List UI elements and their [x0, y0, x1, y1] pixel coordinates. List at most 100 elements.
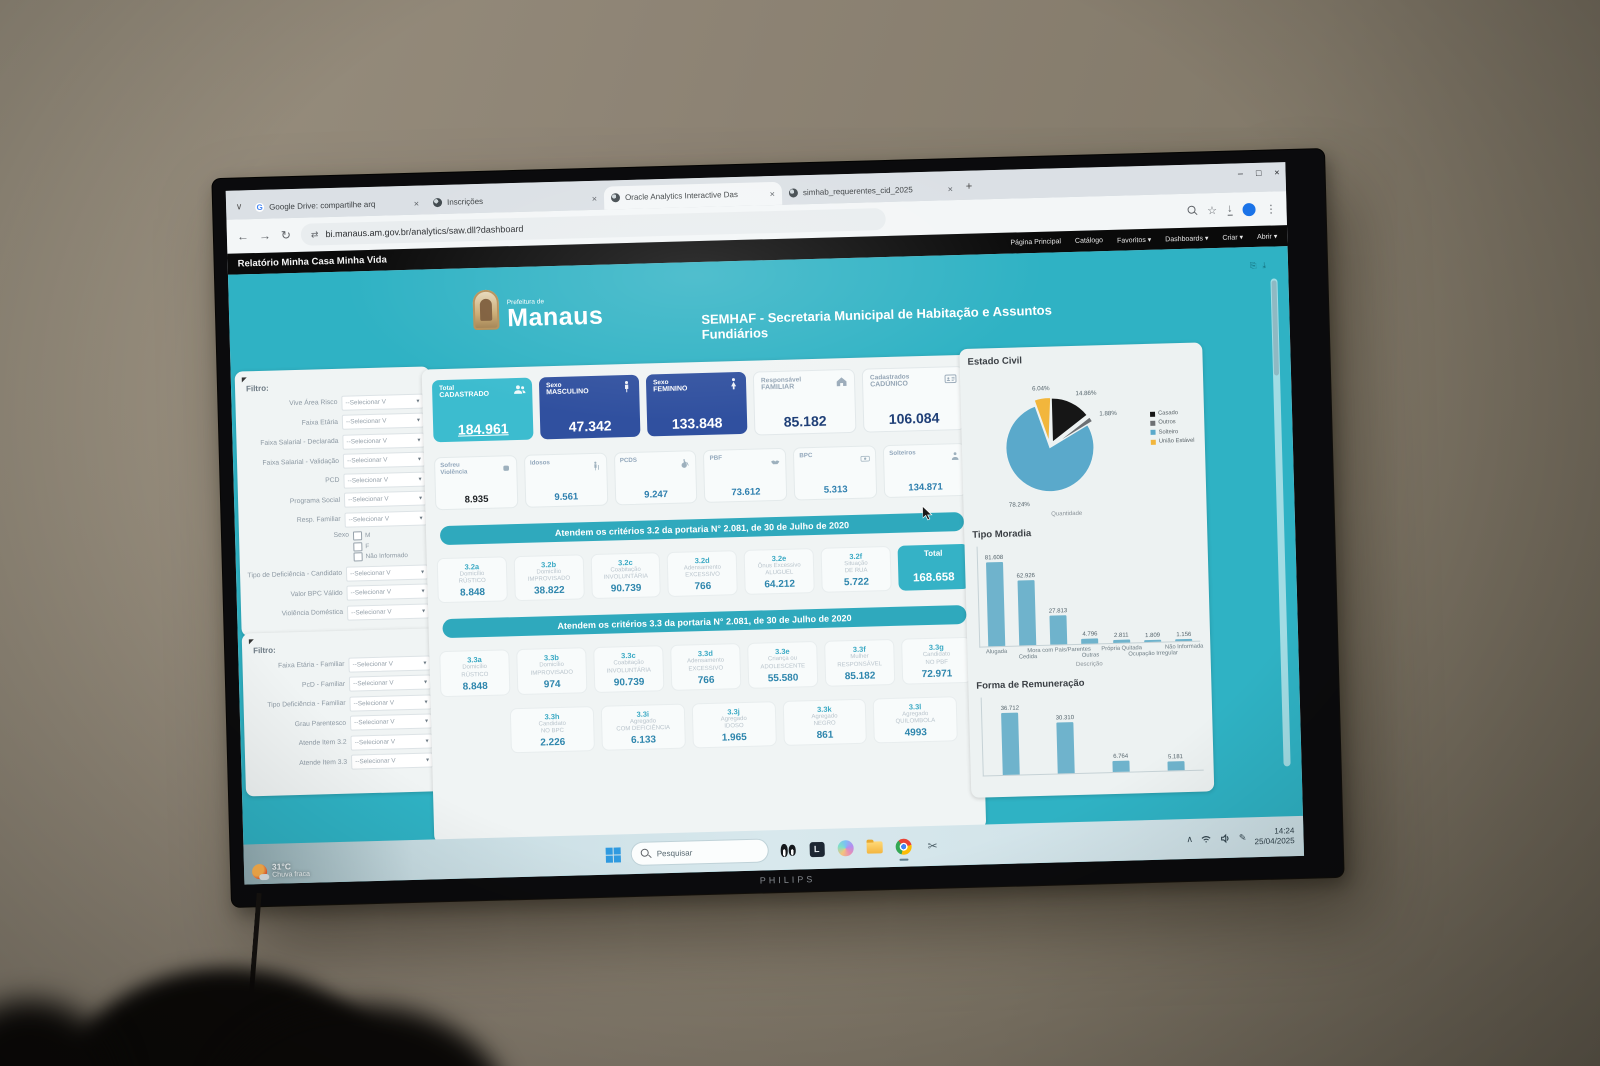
scrollbar-thumb[interactable] [1271, 280, 1280, 376]
app-icon-dark-l[interactable]: L [807, 840, 825, 858]
criteria-value: 38.822 [533, 585, 565, 597]
bookmark-star-icon[interactable]: ☆ [1207, 204, 1218, 217]
profile-avatar[interactable] [1242, 202, 1256, 216]
collapse-icon[interactable] [241, 377, 247, 383]
filter-row: Faixa Etária --Selecionar V ▾ [243, 412, 425, 433]
filter-rows: Vive Área Risco --Selecionar V ▾ Faixa Etár… [242, 393, 427, 530]
page-scrollbar[interactable] [1270, 278, 1291, 767]
taskbar-search[interactable]: Pesquisar [631, 839, 769, 866]
oracle-menu-item[interactable]: Criar ▾ [1222, 233, 1244, 242]
site-settings-icon[interactable]: ⇄ [310, 228, 319, 240]
bar-column: 5.181 [1151, 754, 1201, 771]
app-icon-snipping-tool[interactable]: ✂ [927, 838, 938, 854]
filter-select-dropdown[interactable]: --Selecionar V ▾ [342, 432, 425, 450]
tab-close-icon[interactable]: × [947, 183, 954, 194]
app-icon-copilot[interactable] [836, 839, 854, 857]
filter-select-dropdown[interactable]: --Selecionar V ▾ [341, 412, 425, 430]
tab-close-icon[interactable]: × [591, 193, 598, 204]
back-icon[interactable]: ← [236, 229, 250, 244]
bar-column: 4.796 Outras [1077, 631, 1104, 659]
reload-icon[interactable]: ↻ [280, 228, 292, 243]
filter-select-dropdown[interactable]: --Selecionar V ▾ [350, 752, 434, 770]
filter-row: Vive Área Risco --Selecionar V ▾ [242, 393, 424, 413]
male-icon [620, 380, 633, 393]
pen-icon[interactable]: ✎ [1238, 831, 1247, 843]
zoom-icon[interactable] [1187, 206, 1197, 216]
oracle-menu-item[interactable]: Catálogo [1074, 236, 1104, 245]
weather-widget[interactable]: 31°C Chuva fraca [251, 861, 310, 880]
collapse-icon[interactable] [248, 639, 254, 645]
bar-value-label: 27.813 [1048, 608, 1068, 616]
maximize-button[interactable]: □ [1255, 167, 1262, 178]
legend-label: Outros [1158, 419, 1176, 427]
browser-tab-2[interactable]: Inscrições × [426, 187, 605, 215]
filter-select-dropdown[interactable]: --Selecionar V ▾ [349, 693, 432, 712]
pie-slice-solteiro [1005, 405, 1095, 493]
elder-icon [591, 458, 601, 471]
browser-tab-4[interactable]: simhab_requerentes_cid_2025 × [782, 177, 961, 205]
filter-select-dropdown[interactable]: --Selecionar V ▾ [344, 510, 427, 528]
volume-icon[interactable] [1220, 832, 1231, 843]
filter-select-dropdown[interactable]: --Selecionar V ▾ [348, 654, 431, 673]
kebab-menu-icon[interactable]: ⋮ [1265, 202, 1277, 216]
tab-search-chevron-icon[interactable]: ∨ [235, 200, 243, 212]
filter-title: Filtro: [253, 645, 276, 656]
checkbox-f[interactable] [353, 541, 363, 551]
minimize-button[interactable]: – [1237, 168, 1244, 179]
filter-select-value: --Selecionar V [354, 737, 396, 747]
app-icon-chrome[interactable] [894, 837, 912, 855]
chevron-down-icon: ▾ [419, 515, 423, 522]
filter-select-dropdown[interactable]: --Selecionar V ▾ [345, 563, 429, 582]
filter-select-dropdown[interactable]: --Selecionar V ▾ [342, 451, 426, 469]
bar-n-o-informada [1175, 638, 1193, 642]
tab-close-icon[interactable]: × [413, 198, 420, 209]
oracle-menu-item[interactable]: Favoritos ▾ [1116, 236, 1152, 245]
criteria-tile-3.3l: 3.3l Agregado QUILOMBOLA 4993 [872, 695, 958, 744]
criteria-desc: ALUGUEL [765, 569, 794, 577]
download-icon[interactable]: ↓ [1226, 202, 1233, 216]
oracle-menu-item[interactable]: Dashboards ▾ [1165, 234, 1209, 243]
forward-icon[interactable]: → [258, 228, 272, 243]
kpi-tile-feminino: Sexo FEMININO 133.848 [645, 371, 748, 437]
export-icon[interactable]: ⤓ [1262, 260, 1267, 270]
taskbar-clock[interactable]: 14:24 25/04/2025 [1254, 826, 1295, 848]
legend-item-outros: Outros [1150, 419, 1198, 427]
oracle-menu-item[interactable]: Página Principal [1010, 237, 1062, 247]
bar-category-label: Alugada [985, 648, 1008, 656]
filter-select-dropdown[interactable]: --Selecionar V ▾ [348, 674, 432, 692]
page-title: SEMHAF - Secretaria Municipal de Habitaç… [701, 302, 1053, 342]
filter-select-dropdown[interactable]: --Selecionar V ▾ [343, 490, 427, 508]
print-icon[interactable]: ⎘ [1249, 260, 1257, 271]
criteria-tile-3.3e: 3.3e Criança ou ADOLESCENTE 55.580 [747, 641, 819, 689]
checkbox-nao-informado[interactable] [353, 552, 363, 562]
criteria-desc: NO BPC [540, 727, 565, 735]
stat-tile-pcds: PCDS 9.247 [613, 450, 698, 506]
criteria-tile-3.3c: 3.3c Coabitação INVOLUNTÁRIA 90.739 [593, 645, 665, 693]
criteria-desc: RÚSTICO [458, 578, 486, 585]
chevron-down-icon: ▾ [422, 608, 426, 615]
start-button[interactable] [605, 846, 621, 863]
filter-select-dropdown[interactable]: --Selecionar V ▾ [346, 602, 430, 621]
wifi-icon[interactable] [1201, 833, 1212, 844]
chevron-down-icon: ▾ [417, 437, 421, 444]
new-tab-button[interactable]: + [965, 180, 973, 193]
filter-select-dropdown[interactable]: --Selecionar V ▾ [346, 583, 429, 601]
hands-icon [770, 453, 780, 465]
oracle-menu-item[interactable]: Abrir ▾ [1256, 232, 1278, 241]
filter-select-dropdown[interactable]: --Selecionar V ▾ [349, 713, 433, 731]
stat-value: 73.612 [731, 486, 761, 499]
filter-select-dropdown[interactable]: --Selecionar V ▾ [341, 393, 424, 411]
app-icon-file-explorer[interactable] [865, 838, 883, 856]
criteria-desc: INVOLUNTÁRIA [606, 667, 652, 675]
tab-close-icon[interactable]: × [769, 188, 776, 199]
browser-tab-1[interactable]: G Google Drive: compartilhe arq × [248, 191, 427, 219]
browser-tab-3[interactable]: Oracle Analytics Interactive Das × [603, 181, 783, 210]
checkbox-m[interactable] [352, 531, 363, 541]
globe-favicon [432, 197, 443, 208]
app-icon-penguins[interactable] [778, 841, 796, 859]
tray-chevron-icon[interactable]: ∧ [1186, 833, 1194, 844]
close-button[interactable]: × [1274, 167, 1280, 178]
filter-select-dropdown[interactable]: --Selecionar V ▾ [343, 471, 426, 489]
filter-select-dropdown[interactable]: --Selecionar V ▾ [350, 732, 433, 751]
